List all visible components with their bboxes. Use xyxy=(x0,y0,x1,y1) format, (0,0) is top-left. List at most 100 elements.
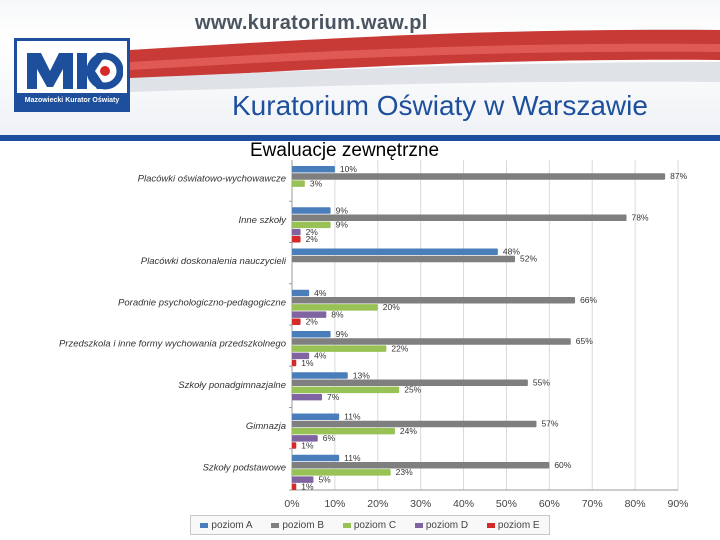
data-label: 5% xyxy=(318,474,331,484)
data-label: 2% xyxy=(306,317,319,327)
bar xyxy=(292,311,327,318)
data-label: 48% xyxy=(503,247,520,257)
category-label: Inne szkoły xyxy=(238,215,287,226)
data-label: 55% xyxy=(533,377,550,387)
bar xyxy=(292,469,391,476)
data-label: 9% xyxy=(336,220,349,230)
legend-label: poziom D xyxy=(425,519,469,531)
bar xyxy=(292,359,297,367)
data-label: 2% xyxy=(306,227,319,237)
legend-swatch xyxy=(271,522,280,528)
data-label: 87% xyxy=(670,171,687,181)
data-label: 11% xyxy=(344,453,361,463)
data-label: 13% xyxy=(353,370,370,380)
category-label: Poradnie psychologiczno-pedagogiczne xyxy=(118,297,286,308)
data-label: 8% xyxy=(331,309,344,319)
organization-name: Kuratorium Oświaty w Warszawie xyxy=(232,90,648,121)
bar xyxy=(292,372,348,379)
category-label: Gimnazja xyxy=(246,421,286,432)
header-stripes xyxy=(130,29,720,92)
data-label: 9% xyxy=(336,205,349,215)
bar xyxy=(292,296,576,304)
page-header: www.kuratorium.waw.pl Mazowiecki Kurator… xyxy=(0,0,720,140)
legend-swatch xyxy=(414,522,423,528)
bar xyxy=(292,214,627,221)
data-label: 57% xyxy=(541,419,558,429)
bar xyxy=(292,393,323,401)
bar xyxy=(292,435,318,442)
bar-chart: 0% 10% 20% 30% 40% 50% 60% 70% 80% 90% Placówki oś… xyxy=(59,160,689,510)
bar xyxy=(292,255,516,263)
legend-item: poziom C xyxy=(342,519,397,531)
x-tick-label: 40% xyxy=(453,498,474,510)
category-label: Placówki doskonalenia nauczycieli xyxy=(141,256,287,267)
legend-label: poziom E xyxy=(497,519,540,531)
category-label: Szkoły podstawowe xyxy=(203,462,286,473)
data-label: 1% xyxy=(301,482,314,492)
data-label: 2% xyxy=(306,234,319,244)
bar xyxy=(292,476,314,483)
bar xyxy=(292,461,550,469)
bar xyxy=(292,304,378,311)
data-label: 24% xyxy=(400,426,417,436)
bar xyxy=(292,413,340,420)
x-tick-label: 10% xyxy=(324,498,345,510)
legend-label: poziom A xyxy=(211,519,253,531)
bar xyxy=(292,289,310,297)
x-tick-label: 50% xyxy=(496,498,517,510)
data-label: 4% xyxy=(314,351,327,361)
bar xyxy=(292,236,301,243)
data-label: 78% xyxy=(632,212,649,222)
data-label: 9% xyxy=(336,329,349,339)
data-label: 1% xyxy=(301,440,314,450)
legend-swatch xyxy=(200,522,209,528)
bar xyxy=(292,166,335,173)
data-label: 11% xyxy=(344,412,361,422)
category-label: Szkoły ponadgimnazjalne xyxy=(178,380,286,391)
bar xyxy=(292,331,331,338)
legend-item: poziom B xyxy=(271,520,324,531)
legend-label: poziom C xyxy=(353,519,397,531)
bar xyxy=(292,221,331,229)
legend-swatch xyxy=(486,522,495,528)
data-label: 3% xyxy=(310,178,323,188)
legend-item: poziom D xyxy=(414,519,469,531)
data-label: 52% xyxy=(520,254,537,264)
data-label: 22% xyxy=(391,343,408,353)
data-label: 25% xyxy=(404,385,421,395)
bar xyxy=(292,454,340,462)
bar xyxy=(292,173,666,180)
bar xyxy=(292,442,297,449)
category-label: Przedszkola i inne formy wychowania prze… xyxy=(59,339,286,350)
site-url: www.kuratorium.waw.pl xyxy=(195,12,428,34)
data-label: 6% xyxy=(323,433,336,443)
mko-logo-mark xyxy=(27,52,123,90)
logo-caption: Mazowiecki Kurator Oświaty xyxy=(17,93,127,109)
x-tick-label: 20% xyxy=(367,498,388,510)
data-label: 66% xyxy=(580,295,597,305)
bar xyxy=(292,207,331,214)
data-label: 60% xyxy=(554,460,571,470)
bar xyxy=(292,420,537,428)
data-label: 10% xyxy=(340,164,357,174)
bar xyxy=(292,228,301,236)
bar xyxy=(292,427,395,435)
x-tick-label: 30% xyxy=(410,498,431,510)
x-tick-label: 60% xyxy=(539,498,560,510)
legend-item: poziom A xyxy=(200,519,253,531)
bar xyxy=(292,483,297,491)
bar xyxy=(292,386,400,394)
bar xyxy=(292,338,571,345)
bar xyxy=(292,345,387,352)
data-label: 7% xyxy=(327,392,340,402)
title-band xyxy=(0,135,720,141)
legend-item: poziom E xyxy=(486,519,540,531)
data-label: 4% xyxy=(314,288,327,298)
data-label: 1% xyxy=(301,358,314,368)
x-tick-label: 0% xyxy=(284,498,299,510)
logo: Mazowiecki Kurator Oświaty xyxy=(14,38,130,112)
category-label: Placówki oświatowo-wychowawcze xyxy=(138,174,286,185)
x-tick-label: 90% xyxy=(667,498,688,510)
legend-swatch xyxy=(342,522,351,528)
slide-title: Ewaluacje zewnętrzne xyxy=(250,140,440,161)
